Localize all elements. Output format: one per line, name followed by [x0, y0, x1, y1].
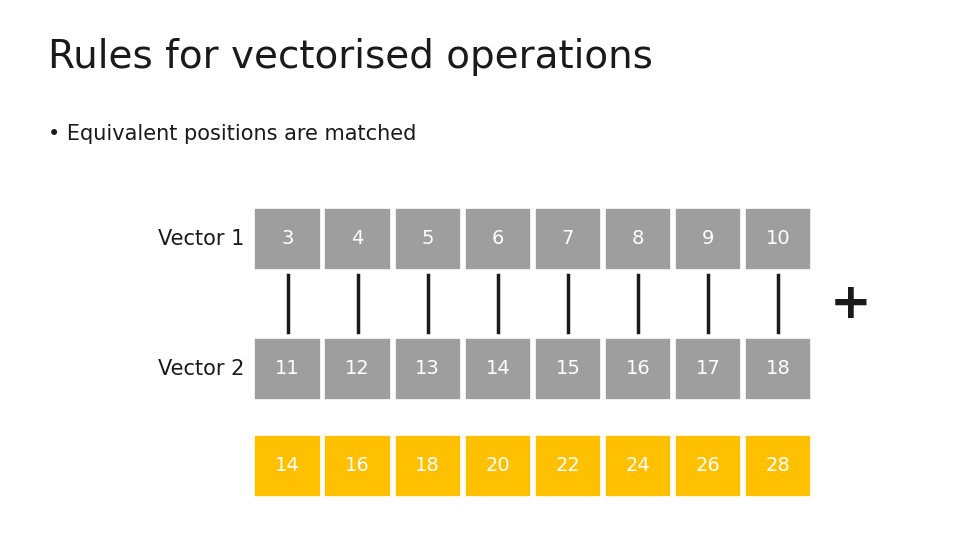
- Text: 6: 6: [492, 230, 504, 248]
- Text: 22: 22: [556, 456, 580, 475]
- Text: 16: 16: [346, 456, 370, 475]
- Text: 13: 13: [416, 359, 440, 378]
- Text: 10: 10: [766, 230, 790, 248]
- Text: 20: 20: [486, 456, 510, 475]
- FancyBboxPatch shape: [535, 338, 601, 400]
- FancyBboxPatch shape: [324, 435, 391, 497]
- Text: 9: 9: [702, 230, 714, 248]
- Text: 15: 15: [556, 359, 580, 378]
- FancyBboxPatch shape: [745, 435, 811, 497]
- Text: 24: 24: [626, 456, 650, 475]
- Text: 17: 17: [696, 359, 720, 378]
- FancyBboxPatch shape: [605, 435, 671, 497]
- Text: 7: 7: [562, 230, 574, 248]
- FancyBboxPatch shape: [605, 208, 671, 270]
- FancyBboxPatch shape: [254, 208, 321, 270]
- FancyBboxPatch shape: [324, 338, 391, 400]
- FancyBboxPatch shape: [324, 208, 391, 270]
- FancyBboxPatch shape: [395, 435, 461, 497]
- Text: 26: 26: [696, 456, 720, 475]
- Text: 18: 18: [416, 456, 440, 475]
- FancyBboxPatch shape: [675, 338, 741, 400]
- FancyBboxPatch shape: [605, 338, 671, 400]
- Text: 4: 4: [351, 230, 364, 248]
- Text: 14: 14: [276, 456, 300, 475]
- FancyBboxPatch shape: [254, 435, 321, 497]
- Text: Vector 2: Vector 2: [158, 359, 245, 379]
- FancyBboxPatch shape: [535, 435, 601, 497]
- Text: 16: 16: [626, 359, 650, 378]
- Text: 18: 18: [766, 359, 790, 378]
- FancyBboxPatch shape: [395, 338, 461, 400]
- FancyBboxPatch shape: [254, 338, 321, 400]
- FancyBboxPatch shape: [675, 208, 741, 270]
- FancyBboxPatch shape: [395, 208, 461, 270]
- Text: 28: 28: [766, 456, 790, 475]
- Text: 5: 5: [421, 230, 434, 248]
- Text: • Equivalent positions are matched: • Equivalent positions are matched: [48, 124, 417, 144]
- Text: Vector 1: Vector 1: [158, 229, 245, 249]
- Text: 8: 8: [632, 230, 644, 248]
- FancyBboxPatch shape: [675, 435, 741, 497]
- FancyBboxPatch shape: [745, 338, 811, 400]
- Text: 12: 12: [346, 359, 370, 378]
- FancyBboxPatch shape: [465, 208, 531, 270]
- FancyBboxPatch shape: [465, 435, 531, 497]
- Text: Rules for vectorised operations: Rules for vectorised operations: [48, 38, 653, 76]
- Text: +: +: [829, 280, 871, 328]
- Text: 14: 14: [486, 359, 510, 378]
- Text: 11: 11: [276, 359, 300, 378]
- FancyBboxPatch shape: [465, 338, 531, 400]
- FancyBboxPatch shape: [745, 208, 811, 270]
- FancyBboxPatch shape: [535, 208, 601, 270]
- Text: 3: 3: [281, 230, 294, 248]
